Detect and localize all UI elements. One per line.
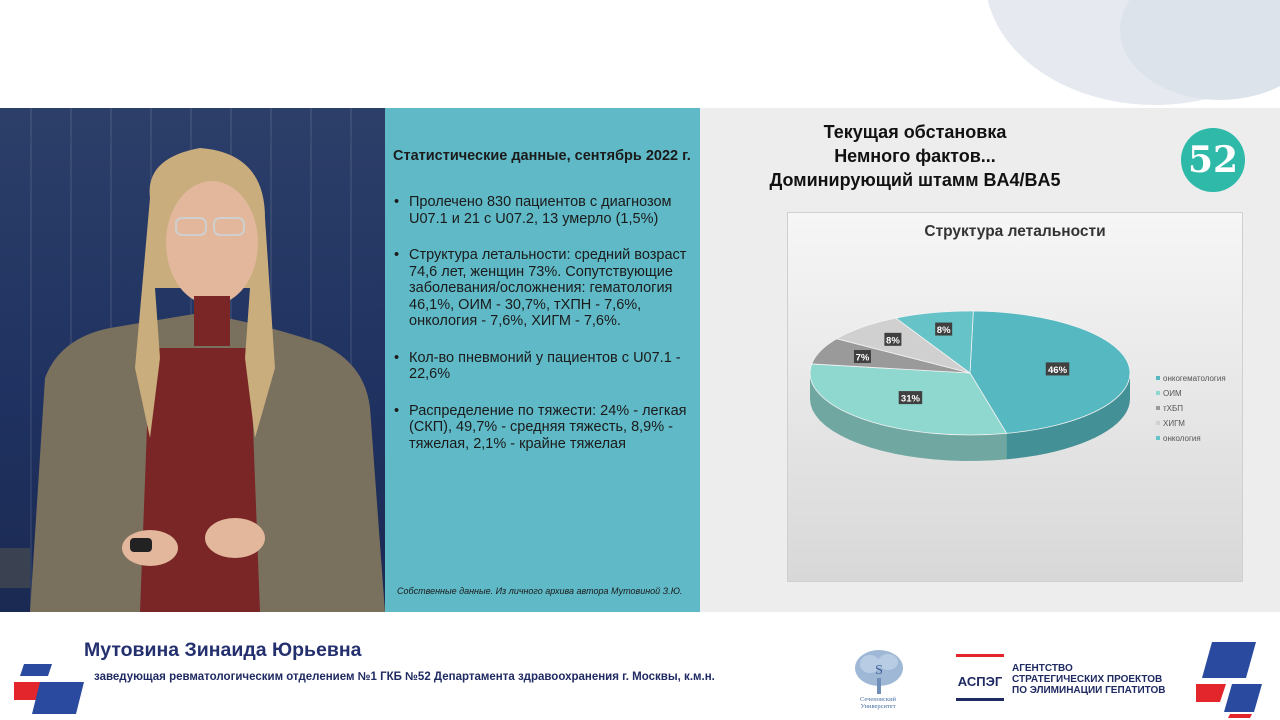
slide-panel: Текущая обстановка Немного фактов... Дом…: [700, 108, 1280, 612]
conference-logo-right: [1196, 642, 1262, 718]
conference-logo-left: [14, 664, 84, 714]
svg-text:тХБП: тХБП: [1163, 404, 1183, 413]
slide-title-line: Текущая обстановка: [823, 122, 1007, 142]
legend-item: ХИГМ: [1156, 419, 1185, 428]
speaker-video: [0, 108, 385, 612]
legend-item: ОИМ: [1156, 389, 1182, 398]
svg-text:S: S: [875, 663, 883, 678]
legend-item: тХБП: [1156, 404, 1183, 413]
statistics-list: Пролечено 830 пациентов с диагнозом U07.…: [393, 194, 698, 472]
sechenov-university-logo: S: [855, 650, 903, 694]
statistics-panel: Статистические данные, сентябрь 2022 г. …: [385, 108, 700, 612]
caption-bar: Мутовина Зинаида Юрьевна заведующая ревм…: [0, 612, 1280, 720]
pie-data-label: 46%: [1045, 362, 1070, 376]
speaker-figure: [0, 148, 385, 612]
legend-item: онкология: [1156, 434, 1201, 443]
list-item: Распределение по тяжести: 24% - легкая (…: [393, 403, 698, 453]
list-item: Кол-во пневмоний у пациентов с U07.1 - 2…: [393, 350, 698, 383]
slide-title-line: Доминирующий штамм BA4/BA5: [769, 170, 1061, 190]
source-note: Собственные данные. Из личного архива ав…: [397, 586, 683, 596]
pie-data-label: 8%: [884, 332, 902, 346]
speaker-position: заведующая ревматологическим отделением …: [94, 671, 715, 683]
pie-slice: [894, 310, 974, 374]
pie-slice-side: [1006, 373, 1130, 460]
chart-title: Структура летальности: [924, 223, 1106, 240]
pie-data-label: 7%: [853, 350, 871, 364]
sechenov-university-label: Сеченовский Университет: [859, 696, 897, 710]
svg-text:46%: 46%: [1048, 365, 1068, 376]
agency-hepatitis-logo: АСПЭГ: [956, 652, 1004, 704]
agency-name: АГЕНТСТВО СТРАТЕГИЧЕСКИХ ПРОЕКТОВ ПО ЭЛИ…: [1012, 663, 1166, 696]
pie-chart: 46% 31% 7% 8% 8% онкогематология ОИМ тХБП ХИГМ он…: [809, 310, 1226, 461]
pie-slice-side: [810, 373, 1007, 461]
slide-title-line: Немного фактов...: [834, 146, 996, 166]
slide-title: Текущая обстановка Немного фактов... Дом…: [760, 120, 1070, 192]
svg-text:7%: 7%: [856, 353, 870, 364]
hospital-52-logo: 52: [1181, 128, 1245, 192]
statistics-title: Статистические данные, сентябрь 2022 г.: [393, 148, 691, 164]
svg-text:ХИГМ: ХИГМ: [1163, 419, 1185, 428]
agency-logo-text: АСПЭГ: [958, 674, 1003, 689]
pie-data-label: 31%: [898, 391, 923, 405]
legend-item: онкогематология: [1156, 374, 1226, 383]
list-item: Пролечено 830 пациентов с диагнозом U07.…: [393, 194, 698, 227]
chart-container: Структура летальности 46% 31% 7% 8% 8% онкоге…: [787, 212, 1243, 582]
svg-text:31%: 31%: [901, 394, 921, 405]
svg-text:8%: 8%: [886, 335, 900, 346]
svg-text:онкогематология: онкогематология: [1163, 374, 1226, 383]
list-item: Структура летальности: средний возраст 7…: [393, 247, 698, 330]
svg-text:ОИМ: ОИМ: [1163, 389, 1182, 398]
speaker-name: Мутовина Зинаида Юрьевна: [84, 639, 362, 661]
svg-text:8%: 8%: [937, 325, 951, 336]
svg-text:онкология: онкология: [1163, 434, 1201, 443]
pie-data-label: 8%: [935, 322, 953, 336]
